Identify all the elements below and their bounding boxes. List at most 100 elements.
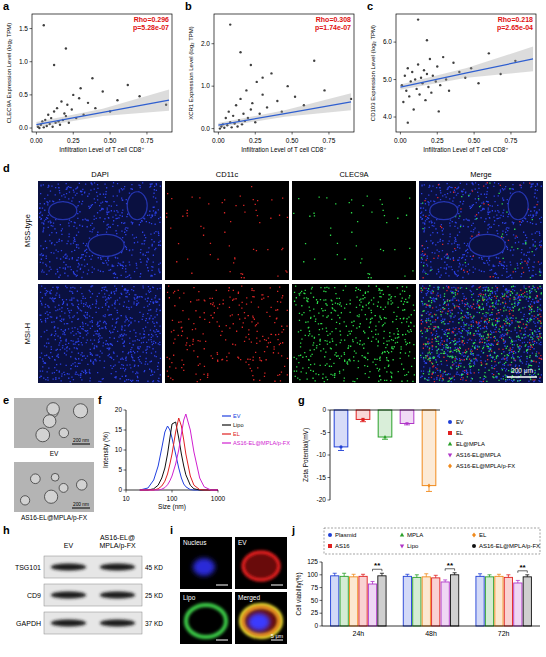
- point: [286, 85, 288, 87]
- fit-line: [36, 100, 169, 125]
- y-tick-label: 125: [307, 558, 318, 565]
- bar-end-marker: [361, 418, 364, 421]
- row-title: TSG101: [15, 564, 41, 571]
- point: [232, 115, 234, 117]
- bar: [485, 577, 493, 626]
- point: [276, 100, 278, 102]
- y-axis-title: Zeta Potential(mV): [302, 428, 310, 482]
- cell-signal: [422, 182, 542, 278]
- y-tick: [212, 86, 215, 87]
- micrograph: [419, 181, 543, 280]
- y-tick: [124, 490, 127, 491]
- cell-signal: [39, 182, 161, 278]
- point: [43, 126, 45, 128]
- point: [91, 77, 93, 79]
- image-caption: AS16-EL@MPLA/p-FX: [21, 514, 88, 522]
- x-tick-label: 0.75: [505, 137, 518, 144]
- point: [50, 117, 52, 119]
- blot-band: [100, 619, 135, 626]
- y-tick-label: 75: [311, 584, 319, 591]
- error-bar: [506, 575, 510, 578]
- legend-label: Lipo: [233, 422, 244, 428]
- point: [266, 106, 268, 108]
- error-bar: [371, 581, 375, 584]
- x-tick-label: 48h: [425, 630, 437, 637]
- scale-bar: [271, 585, 283, 586]
- error-bar: [352, 574, 356, 577]
- legend-swatch: [222, 424, 231, 425]
- error-bar: [380, 573, 384, 576]
- y-tick-label: 2.0: [201, 40, 210, 47]
- x-tick: [110, 132, 111, 135]
- point: [138, 95, 140, 97]
- plot-frame: [396, 14, 536, 132]
- error-bar: [361, 574, 365, 576]
- point: [426, 39, 428, 41]
- error-bar: [333, 573, 337, 576]
- fit-line: [400, 59, 533, 87]
- y-tick: [212, 128, 215, 129]
- point: [270, 72, 272, 74]
- y-tick-label: 6.0: [383, 38, 392, 45]
- cell-signal: [421, 182, 541, 278]
- vesicle: [43, 415, 56, 428]
- point: [426, 73, 428, 75]
- x-tick: [172, 490, 173, 493]
- y-tick: [328, 477, 331, 478]
- point: [256, 81, 258, 83]
- bar: [422, 577, 430, 626]
- y-axis-title: CLEC9A Expression Level (log₂ TPM): [6, 23, 12, 124]
- vesicle: [47, 403, 60, 416]
- series-line: [140, 422, 218, 490]
- legend-label: EV: [233, 413, 241, 419]
- tem-image: [14, 398, 94, 448]
- blot-band: [51, 619, 86, 626]
- micrograph: [180, 537, 232, 589]
- x-axis-title: Infiltration Level of T cell CD8⁺: [241, 146, 326, 153]
- point: [219, 127, 221, 129]
- y-tick-label: -15: [317, 474, 327, 481]
- point: [230, 126, 232, 128]
- cell-signal: [166, 186, 288, 278]
- series-line: [140, 414, 218, 490]
- vesicle: [76, 480, 87, 491]
- x-tick: [328, 132, 329, 135]
- legend-label: EL: [233, 431, 240, 437]
- point: [420, 76, 422, 78]
- y-tick: [124, 470, 127, 471]
- point: [94, 107, 96, 109]
- row-title: MSS-type: [23, 214, 32, 247]
- image-title: Nucleus: [183, 539, 207, 546]
- scale-bar-label: 200 μm: [511, 367, 533, 375]
- y-tick-label: 20: [115, 406, 123, 413]
- y-tick-label: 10: [115, 446, 123, 453]
- y-axis-title: XCR1 Expression Level (log₂ TPM): [188, 26, 194, 120]
- x-tick: [73, 132, 74, 135]
- error-bar: [342, 573, 346, 576]
- bar: [400, 410, 414, 424]
- x-tick-label: 0.50: [286, 137, 299, 144]
- point: [38, 127, 40, 129]
- panel-letter: e: [3, 394, 9, 406]
- point: [488, 52, 490, 54]
- scale-bar: [216, 585, 228, 586]
- x-tick-label: 0.75: [141, 137, 154, 144]
- x-tick: [437, 132, 438, 135]
- cell-signal: [293, 195, 413, 278]
- y-tick: [328, 432, 331, 433]
- bar: [331, 576, 339, 626]
- point: [116, 99, 118, 101]
- micrograph: [38, 181, 162, 280]
- x-tick-label: 0.00: [30, 137, 43, 144]
- y-tick-label: 25: [311, 609, 319, 616]
- confidence-band: [400, 47, 533, 90]
- error-bar: [525, 575, 529, 577]
- point: [127, 84, 129, 86]
- x-tick-label: 0.00: [394, 137, 407, 144]
- bar: [403, 576, 411, 626]
- point: [251, 102, 253, 104]
- legend-label: Plasmid: [335, 532, 356, 538]
- micrograph: [165, 181, 289, 280]
- micrograph: [292, 284, 416, 383]
- micrograph: [419, 284, 543, 383]
